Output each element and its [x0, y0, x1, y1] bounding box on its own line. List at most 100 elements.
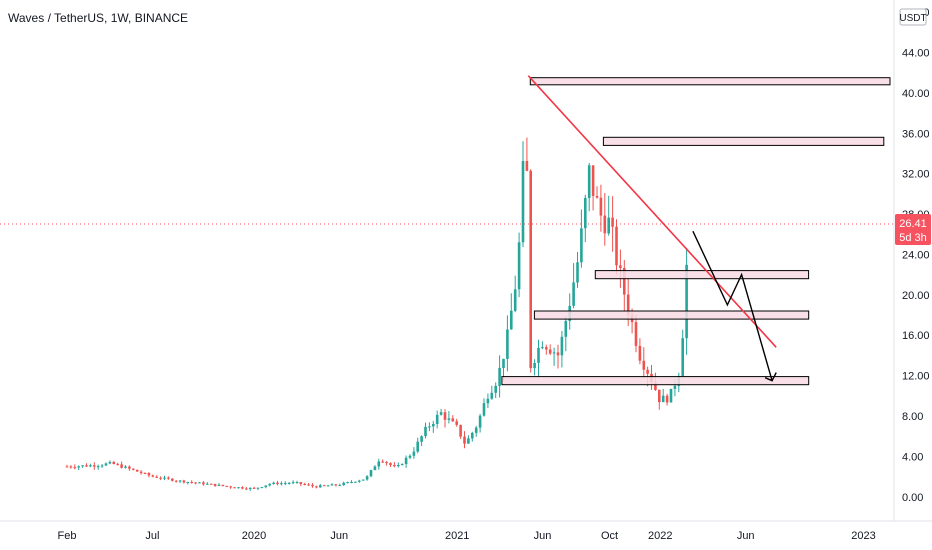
- last-price-tag: 26.41 5d 3h: [895, 214, 931, 245]
- candle: [513, 275, 517, 313]
- trendline[interactable]: [527, 75, 777, 348]
- candle: [517, 232, 521, 298]
- candle: [385, 461, 388, 466]
- projection-path[interactable]: [692, 230, 773, 381]
- candles-layer: [65, 137, 688, 491]
- currency-label: USDT: [899, 13, 926, 24]
- candle: [108, 460, 112, 465]
- candle: [432, 420, 435, 433]
- candle: [685, 247, 688, 355]
- candle: [81, 465, 84, 468]
- currency-badge[interactable]: USDT: [899, 8, 927, 26]
- candle: [315, 485, 318, 489]
- y-tick-label: 36.00: [902, 128, 930, 140]
- candle: [623, 259, 626, 312]
- candle: [607, 195, 610, 236]
- price-zone[interactable]: [594, 270, 810, 280]
- candle: [291, 480, 295, 485]
- candle: [435, 410, 439, 429]
- candle: [439, 408, 443, 416]
- zones-layer[interactable]: [501, 77, 891, 386]
- candle: [116, 462, 119, 466]
- candle: [256, 487, 260, 490]
- x-tick-label: 2020: [242, 530, 266, 542]
- candle: [151, 474, 155, 478]
- last-price-value: 26.41: [899, 218, 927, 230]
- price-zone[interactable]: [529, 77, 891, 86]
- candle: [451, 415, 455, 422]
- candle: [89, 463, 92, 468]
- y-tick-label: 12.00: [902, 371, 930, 383]
- candle: [572, 263, 575, 309]
- candle: [638, 338, 642, 365]
- candle: [233, 487, 236, 489]
- candle: [178, 480, 182, 483]
- candle: [104, 462, 108, 466]
- candle: [619, 249, 622, 288]
- candle: [490, 385, 494, 400]
- candle: [338, 483, 342, 487]
- bar-countdown: 5d 3h: [899, 232, 927, 244]
- candle: [358, 479, 361, 483]
- candle: [280, 481, 283, 486]
- candle: [299, 482, 303, 486]
- candle: [545, 344, 548, 355]
- candle: [182, 479, 186, 484]
- candle: [237, 487, 240, 489]
- candle: [303, 482, 306, 486]
- candle: [112, 460, 116, 465]
- candle: [591, 165, 595, 211]
- candle: [194, 482, 197, 485]
- candle: [389, 462, 392, 467]
- candle: [459, 424, 462, 439]
- price-zone[interactable]: [533, 310, 810, 320]
- candle: [669, 388, 673, 403]
- candle: [85, 463, 88, 467]
- candle: [260, 486, 264, 489]
- candle: [537, 339, 540, 378]
- candle: [420, 435, 423, 447]
- candle: [342, 481, 345, 486]
- candle: [615, 219, 618, 275]
- candle: [665, 393, 669, 406]
- candle: [124, 465, 127, 469]
- candle: [198, 481, 201, 484]
- arrow-head: [764, 372, 777, 382]
- candle: [93, 462, 96, 470]
- candle: [611, 196, 614, 252]
- candle: [268, 483, 271, 487]
- candle: [174, 480, 178, 483]
- candle: [334, 484, 338, 487]
- candle: [482, 398, 486, 417]
- candle: [455, 418, 458, 427]
- candle: [163, 475, 166, 481]
- candle: [494, 382, 497, 398]
- candle: [65, 464, 69, 468]
- candle: [471, 431, 474, 442]
- drawings-layer[interactable]: [527, 75, 777, 382]
- y-tick-label: 24.00: [902, 249, 930, 261]
- x-tick-label: 2022: [648, 530, 672, 542]
- candle: [478, 413, 482, 433]
- candle: [424, 422, 427, 439]
- candle: [576, 252, 579, 288]
- x-tick-label: Feb: [58, 530, 77, 542]
- candle: [412, 447, 416, 459]
- candle: [658, 389, 661, 410]
- candle: [354, 481, 357, 483]
- candle: [159, 476, 162, 481]
- time-scale[interactable]: Feb Jul 2020 Jun 2021 Jun Oct 2022 Jun 2023: [58, 530, 876, 542]
- candle: [447, 411, 451, 424]
- candle: [560, 331, 564, 368]
- candle: [69, 465, 73, 469]
- candle: [556, 344, 560, 369]
- candle: [322, 484, 326, 487]
- candle: [186, 481, 190, 485]
- price-zone[interactable]: [501, 376, 810, 386]
- candle: [400, 463, 404, 466]
- price-zone[interactable]: [602, 136, 885, 146]
- candle: [521, 141, 525, 248]
- y-tick-label: 0.00: [902, 492, 923, 504]
- candle: [128, 465, 131, 471]
